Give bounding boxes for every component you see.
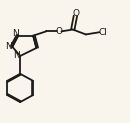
Text: Cl: Cl bbox=[99, 28, 107, 37]
Text: N: N bbox=[13, 51, 20, 60]
Text: N: N bbox=[5, 42, 12, 51]
Text: O: O bbox=[56, 27, 63, 36]
Text: O: O bbox=[73, 9, 80, 18]
Text: N: N bbox=[12, 29, 19, 38]
